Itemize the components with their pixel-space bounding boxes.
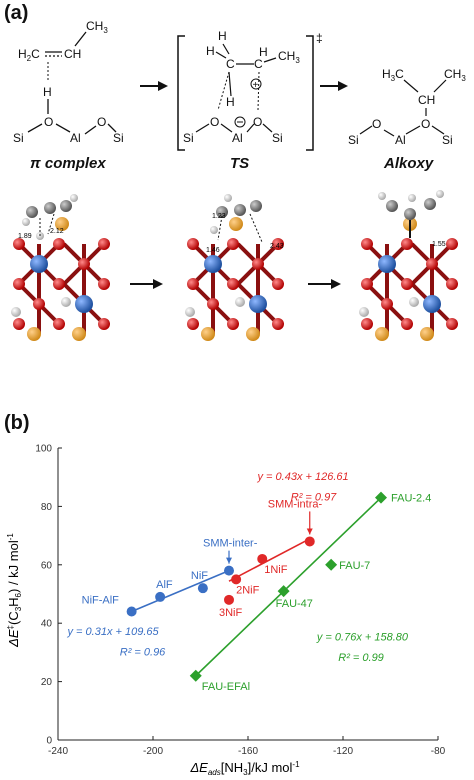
y-tick-label: 100 bbox=[35, 444, 52, 455]
data-point bbox=[224, 594, 234, 605]
point-label: FAU-7 bbox=[339, 560, 370, 572]
svg-text:CH3: CH3 bbox=[86, 19, 108, 35]
data-point bbox=[231, 574, 242, 585]
x-tick-label: -80 bbox=[431, 746, 446, 757]
data-point bbox=[375, 491, 387, 504]
svg-text:H: H bbox=[226, 95, 235, 109]
y-tick-label: 80 bbox=[41, 502, 53, 513]
svg-text:C: C bbox=[254, 57, 263, 71]
data-point bbox=[277, 585, 290, 598]
fit-line bbox=[228, 538, 311, 582]
svg-text:O: O bbox=[372, 117, 381, 131]
svg-text:Si: Si bbox=[13, 131, 24, 145]
point-label: SMM-inter- bbox=[203, 538, 258, 550]
svg-text:H3C: H3C bbox=[382, 67, 404, 83]
panel-b-label: (b) bbox=[4, 412, 30, 434]
svg-text:O: O bbox=[210, 115, 219, 129]
svg-text:1.55: 1.55 bbox=[432, 241, 446, 248]
svg-text:Si: Si bbox=[348, 133, 359, 147]
data-point bbox=[197, 583, 208, 594]
data-point bbox=[257, 553, 268, 564]
svg-text:CH3: CH3 bbox=[444, 67, 466, 83]
alkoxy-label: Alkoxy bbox=[383, 155, 434, 172]
point-label: 1NiF bbox=[264, 564, 288, 576]
svg-text:Al: Al bbox=[395, 133, 406, 147]
svg-text:+: + bbox=[253, 80, 259, 91]
svg-text:CH3: CH3 bbox=[278, 49, 300, 65]
fit-equation: y = 0.43x + 126.61 bbox=[257, 471, 349, 483]
fit-line bbox=[195, 497, 382, 677]
svg-text:H: H bbox=[206, 44, 215, 58]
x-tick-label: -200 bbox=[143, 746, 163, 757]
arrow-icon bbox=[140, 81, 168, 91]
scatter-chart: -240 -200 -160 -120 -80 0 20 40 60 80 100 NiF-AlF A… bbox=[6, 444, 446, 778]
y-tick-label: 40 bbox=[41, 619, 53, 630]
fit-equation: y = 0.31x + 109.65 bbox=[67, 626, 160, 638]
point-label: NiF-AlF bbox=[82, 595, 120, 607]
point-label: NiF bbox=[191, 570, 208, 582]
point-label: 3NiF bbox=[219, 607, 243, 619]
svg-text:Al: Al bbox=[232, 131, 243, 145]
data-point bbox=[224, 565, 234, 576]
y-tick-label: 20 bbox=[41, 677, 53, 688]
point-label: SMM-intra- bbox=[268, 498, 323, 510]
svg-text:O: O bbox=[97, 115, 106, 129]
arrow-icon bbox=[226, 557, 232, 564]
ts-structure: ‡ H H C C H CH3 + H O O Si Al Si TS bbox=[177, 29, 323, 172]
data-point bbox=[325, 558, 338, 571]
data-point bbox=[189, 669, 202, 682]
y-axis-label: ΔE‡(C3H6) / kJ mol-1 bbox=[6, 533, 23, 648]
svg-text:H2C: H2C bbox=[18, 47, 40, 63]
svg-text:2.12: 2.12 bbox=[50, 228, 64, 235]
panel-a-label: (a) bbox=[4, 2, 29, 24]
svg-text:O: O bbox=[44, 115, 53, 129]
x-tick-label: -240 bbox=[48, 746, 68, 757]
svg-text:Si: Si bbox=[442, 133, 453, 147]
svg-text:Al: Al bbox=[70, 131, 81, 145]
arrow-icon bbox=[306, 528, 313, 535]
fit-r2: R² = 0.99 bbox=[338, 652, 384, 664]
svg-text:H: H bbox=[43, 85, 52, 99]
x-tick-label: -160 bbox=[238, 746, 258, 757]
pi-complex-structure: H2C CH CH3 H O Si Al O Si π complex bbox=[13, 19, 124, 172]
svg-text:2.43: 2.43 bbox=[270, 243, 284, 250]
y-tick-label: 60 bbox=[41, 560, 53, 571]
fit-r2: R² = 0.96 bbox=[120, 646, 166, 658]
svg-text:H: H bbox=[218, 29, 227, 43]
structure-renderings: 1.89 2.12 1.23 1.46 2.43 1.55 bbox=[9, 190, 460, 343]
svg-text:Si: Si bbox=[272, 131, 283, 145]
data-point bbox=[304, 536, 315, 547]
svg-text:1.23: 1.23 bbox=[212, 213, 226, 220]
alkoxy-structure: H3C CH3 CH O Al O Si Si Alkoxy bbox=[348, 67, 466, 172]
svg-text:Si: Si bbox=[113, 131, 124, 145]
svg-text:O: O bbox=[421, 117, 430, 131]
svg-text:CH: CH bbox=[64, 47, 81, 61]
svg-text:H: H bbox=[259, 45, 268, 59]
data-point bbox=[126, 606, 137, 617]
arrow-icon bbox=[320, 81, 348, 91]
svg-text:Si: Si bbox=[183, 131, 194, 145]
fit-r2: R² = 0.97 bbox=[291, 492, 337, 504]
svg-text:CH: CH bbox=[418, 93, 435, 107]
point-label: FAU-2.4 bbox=[391, 493, 431, 505]
x-tick-label: -120 bbox=[333, 746, 353, 757]
point-label: 2NiF bbox=[236, 584, 260, 596]
pi-complex-label: π complex bbox=[30, 155, 106, 172]
svg-text:‡: ‡ bbox=[316, 31, 323, 45]
point-label: FAU-47 bbox=[276, 598, 313, 610]
ts-label: TS bbox=[230, 155, 249, 172]
svg-text:C: C bbox=[226, 57, 235, 71]
point-label: FAU-EFAl bbox=[202, 681, 250, 693]
svg-text:1.89: 1.89 bbox=[18, 233, 32, 240]
point-label: AlF bbox=[156, 579, 173, 591]
y-tick-label: 0 bbox=[46, 736, 52, 747]
svg-text:1.46: 1.46 bbox=[206, 247, 220, 254]
x-axis-label: ΔEads[NH3]/kJ mol-1 bbox=[189, 760, 300, 777]
reaction-scheme: H2C CH CH3 H O Si Al O Si π complex ‡ H … bbox=[13, 19, 466, 172]
svg-text:O: O bbox=[253, 115, 262, 129]
data-point bbox=[155, 591, 166, 602]
fit-equation: y = 0.76x + 158.80 bbox=[316, 632, 409, 644]
fit-line bbox=[131, 569, 230, 613]
